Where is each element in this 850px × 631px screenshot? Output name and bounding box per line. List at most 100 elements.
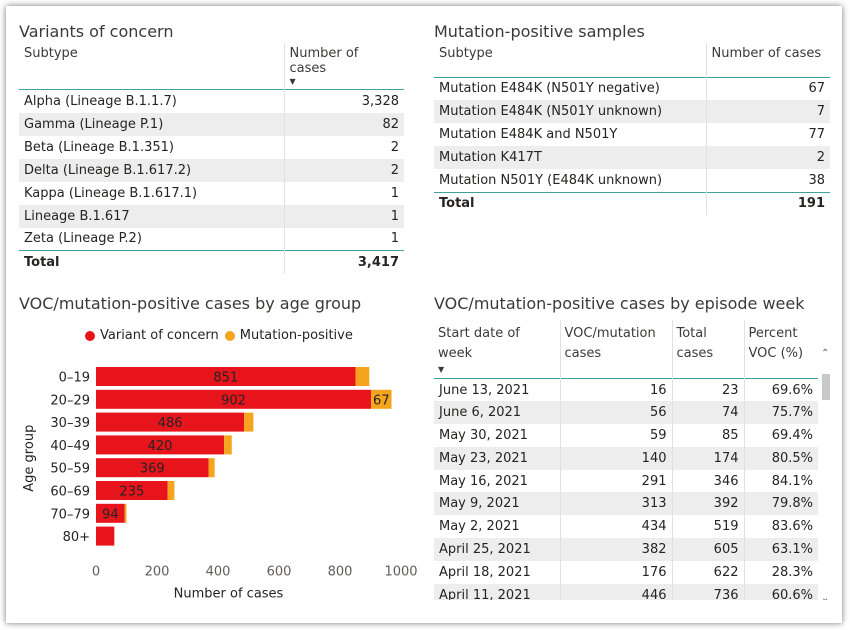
bar-variant-of-concern[interactable] (96, 389, 372, 409)
cell-start: April 18, 2021 (439, 564, 531, 580)
cell-start: May 23, 2021 (434, 446, 560, 470)
total-label: Total (434, 191, 706, 215)
table-row[interactable]: May 23, 2021 140 174 80.5% (434, 446, 818, 470)
cell-total: 392 (671, 492, 744, 516)
cell-start: June 6, 2021 (434, 401, 560, 425)
week-table: Start date of week ▼ VOC/mutation cases … (434, 320, 818, 600)
cell-cases: 67 (705, 77, 830, 100)
cell-voc: 176 (559, 560, 672, 584)
age-tick-label: 0–19 (59, 371, 90, 386)
bar-mutation-positive[interactable] (371, 389, 392, 409)
bar-mutation-positive[interactable] (167, 481, 175, 500)
cell-pct: 63.1% (743, 538, 818, 561)
cell-cases: 1 (283, 181, 404, 205)
cell-cases: 1 (283, 204, 404, 228)
total-value: 3,417 (283, 250, 404, 274)
cell-voc: 434 (559, 515, 672, 539)
bar-mutation-positive[interactable] (208, 458, 215, 478)
bar-mutation-positive[interactable] (355, 367, 370, 386)
start-date-column-header[interactable]: Start date of week ▼ (434, 320, 560, 379)
subtype-column-header[interactable]: Subtype (24, 46, 78, 61)
cell-cases: 2 (705, 146, 830, 169)
x-tick-label: 600 (267, 564, 292, 579)
bar-data-label: 94 (102, 507, 119, 522)
table-row[interactable]: Delta (Lineage B.1.617.2) 2 (19, 158, 404, 182)
cell-total: 736 (671, 583, 744, 600)
y-axis-title: Age group (22, 425, 37, 492)
subtype-column-header[interactable]: Subtype (439, 46, 493, 61)
sort-descending-icon: ▼ (289, 77, 296, 86)
table-row[interactable]: May 9, 2021 313 392 79.8% (434, 492, 818, 516)
scroll-up-icon[interactable]: ⌃ (821, 348, 830, 359)
week-table-viewport[interactable]: Start date of week ▼ VOC/mutation cases … (434, 320, 832, 600)
table-row[interactable]: May 16, 2021 291 346 84.1% (434, 469, 818, 493)
cell-subtype: Gamma (Lineage P.1) (19, 112, 284, 136)
total-value: 191 (705, 191, 830, 215)
legend-mut-swatch (224, 330, 235, 341)
bar-mutation-positive[interactable] (244, 412, 254, 432)
cell-start: May 30, 2021 (439, 427, 528, 443)
table-row[interactable]: Beta (Lineage B.1.351) 2 (19, 135, 404, 159)
table-row[interactable]: April 25, 2021 382 605 63.1% (434, 538, 818, 561)
cell-subtype: Mutation E484K (N501Y unknown) (434, 100, 706, 123)
legend-mut-label[interactable]: Mutation-positive (239, 328, 353, 343)
scroll-down-icon[interactable]: ⌄ (821, 593, 830, 600)
cell-voc: 140 (559, 446, 672, 470)
cell-cases: 2 (283, 158, 404, 182)
bar-mutation-positive[interactable] (124, 503, 127, 523)
chart-legend: Variant of concern Mutation-positive (85, 328, 353, 343)
vertical-scrollbar[interactable]: ⌃ ⌄ (820, 348, 832, 600)
cell-total: 622 (671, 560, 744, 584)
x-axis-title: Number of cases (174, 586, 284, 601)
table-row[interactable]: Mutation E484K and N501Y 77 (434, 123, 830, 146)
cell-voc: 291 (559, 469, 672, 493)
table-row[interactable]: Mutation K417T 2 (434, 146, 830, 169)
table-row[interactable]: June 13, 2021 16 23 69.6% (434, 378, 818, 402)
bar-data-label: 902 (221, 393, 246, 408)
table-row[interactable]: Zeta (Lineage P.2) 1 (19, 227, 404, 251)
table-row[interactable]: Gamma (Lineage P.1) 82 (19, 112, 404, 136)
cell-subtype: Mutation K417T (434, 146, 706, 169)
cell-total: 174 (671, 446, 744, 470)
table-row[interactable]: Mutation N501Y (E484K unknown) 38 (434, 169, 830, 192)
table-row[interactable]: Mutation E484K (N501Y unknown) 7 (434, 100, 830, 123)
table-row[interactable]: April 18, 2021 176 622 28.3% (434, 560, 818, 584)
cell-total: 74 (671, 401, 744, 425)
cases-column-header[interactable]: Number of cases ▼ (283, 43, 404, 90)
table-row[interactable]: Kappa (Lineage B.1.617.1) 1 (19, 181, 404, 205)
bar-variant-of-concern[interactable] (96, 526, 115, 546)
bar-variant-of-concern[interactable] (96, 435, 225, 455)
cell-subtype: Beta (Lineage B.1.351) (24, 139, 174, 155)
age-group-chart-panel: VOC/mutation-positive cases by age group… (19, 294, 419, 614)
cases-column-header[interactable]: Number of cases (705, 43, 830, 77)
voc-cases-column-header[interactable]: VOC/mutation cases (559, 320, 672, 379)
legend-voc-label[interactable]: Variant of concern (100, 328, 219, 343)
cell-voc: 382 (559, 538, 672, 561)
cell-cases: 2 (283, 135, 404, 159)
x-tick-label: 0 (92, 564, 100, 579)
cell-pct: 79.8% (743, 492, 818, 516)
total-cases-column-header[interactable]: Total cases (671, 320, 744, 379)
table-row[interactable]: May 30, 2021 59 85 69.4% (434, 424, 818, 447)
bar-variant-of-concern[interactable] (96, 458, 209, 478)
bar-mutation-positive[interactable] (224, 435, 232, 455)
cell-pct: 60.6% (743, 583, 818, 600)
percent-voc-column-header[interactable]: Percent VOC (%) (743, 320, 818, 379)
bar-variant-of-concern[interactable] (96, 503, 125, 523)
cell-pct: 28.3% (743, 560, 818, 584)
table-row[interactable]: April 11, 2021 446 736 60.6% (434, 583, 818, 600)
mutation-positive-panel: Mutation-positive samples Subtype Number… (434, 22, 830, 215)
cell-start: May 9, 2021 (434, 492, 560, 516)
table-row[interactable]: Alpha (Lineage B.1.1.7) 3,328 (19, 89, 404, 113)
table-row[interactable]: June 6, 2021 56 74 75.7% (434, 401, 818, 425)
cell-cases: 3,328 (283, 89, 404, 113)
cell-subtype: Alpha (Lineage B.1.1.7) (24, 93, 177, 109)
bar-variant-of-concern[interactable] (96, 481, 168, 500)
scroll-thumb[interactable] (822, 374, 830, 400)
cell-pct: 69.6% (743, 378, 818, 402)
table-row[interactable]: Lineage B.1.617 1 (19, 204, 404, 228)
table-row[interactable]: May 2, 2021 434 519 83.6% (434, 515, 818, 539)
table-row[interactable]: Mutation E484K (N501Y negative) 67 (434, 77, 830, 100)
bar-variant-of-concern[interactable] (96, 412, 245, 432)
bar-variant-of-concern[interactable] (96, 367, 356, 386)
